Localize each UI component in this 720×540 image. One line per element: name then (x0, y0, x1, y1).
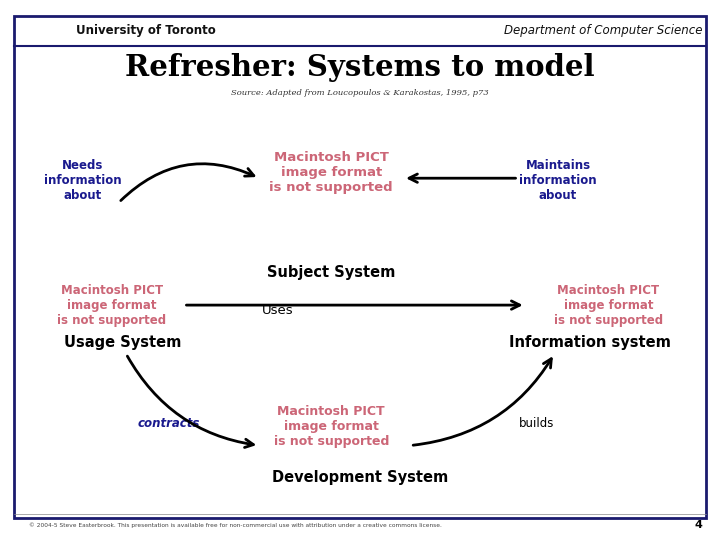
Text: Subject System: Subject System (267, 265, 395, 280)
Text: Department of Computer Science: Department of Computer Science (503, 24, 702, 37)
Text: Macintosh PICT
image format
is not supported: Macintosh PICT image format is not suppo… (57, 284, 166, 327)
Text: Macintosh PICT
image format
is not supported: Macintosh PICT image format is not suppo… (269, 151, 393, 194)
Text: © 2004-5 Steve Easterbrook. This presentation is available free for non-commerci: © 2004-5 Steve Easterbrook. This present… (29, 522, 441, 528)
Text: Macintosh PICT
image format
is not supported: Macintosh PICT image format is not suppo… (554, 284, 663, 327)
Text: Usage System: Usage System (63, 335, 181, 350)
Text: Development System: Development System (272, 470, 448, 485)
Text: University of Toronto: University of Toronto (76, 24, 215, 37)
Text: Macintosh PICT
image format
is not supported: Macintosh PICT image format is not suppo… (274, 405, 389, 448)
Text: Maintains
information
about: Maintains information about (519, 159, 597, 202)
Text: Source: Adapted from Loucopoulos & Karakostas, 1995, p73: Source: Adapted from Loucopoulos & Karak… (231, 89, 489, 97)
Text: Needs
information
about: Needs information about (44, 159, 122, 202)
Text: Refresher: Systems to model: Refresher: Systems to model (125, 53, 595, 82)
Text: Information system: Information system (510, 335, 671, 350)
Text: 4: 4 (694, 520, 702, 530)
Text: Uses: Uses (261, 304, 293, 317)
Text: contracts: contracts (138, 417, 200, 430)
Text: builds: builds (518, 417, 554, 430)
